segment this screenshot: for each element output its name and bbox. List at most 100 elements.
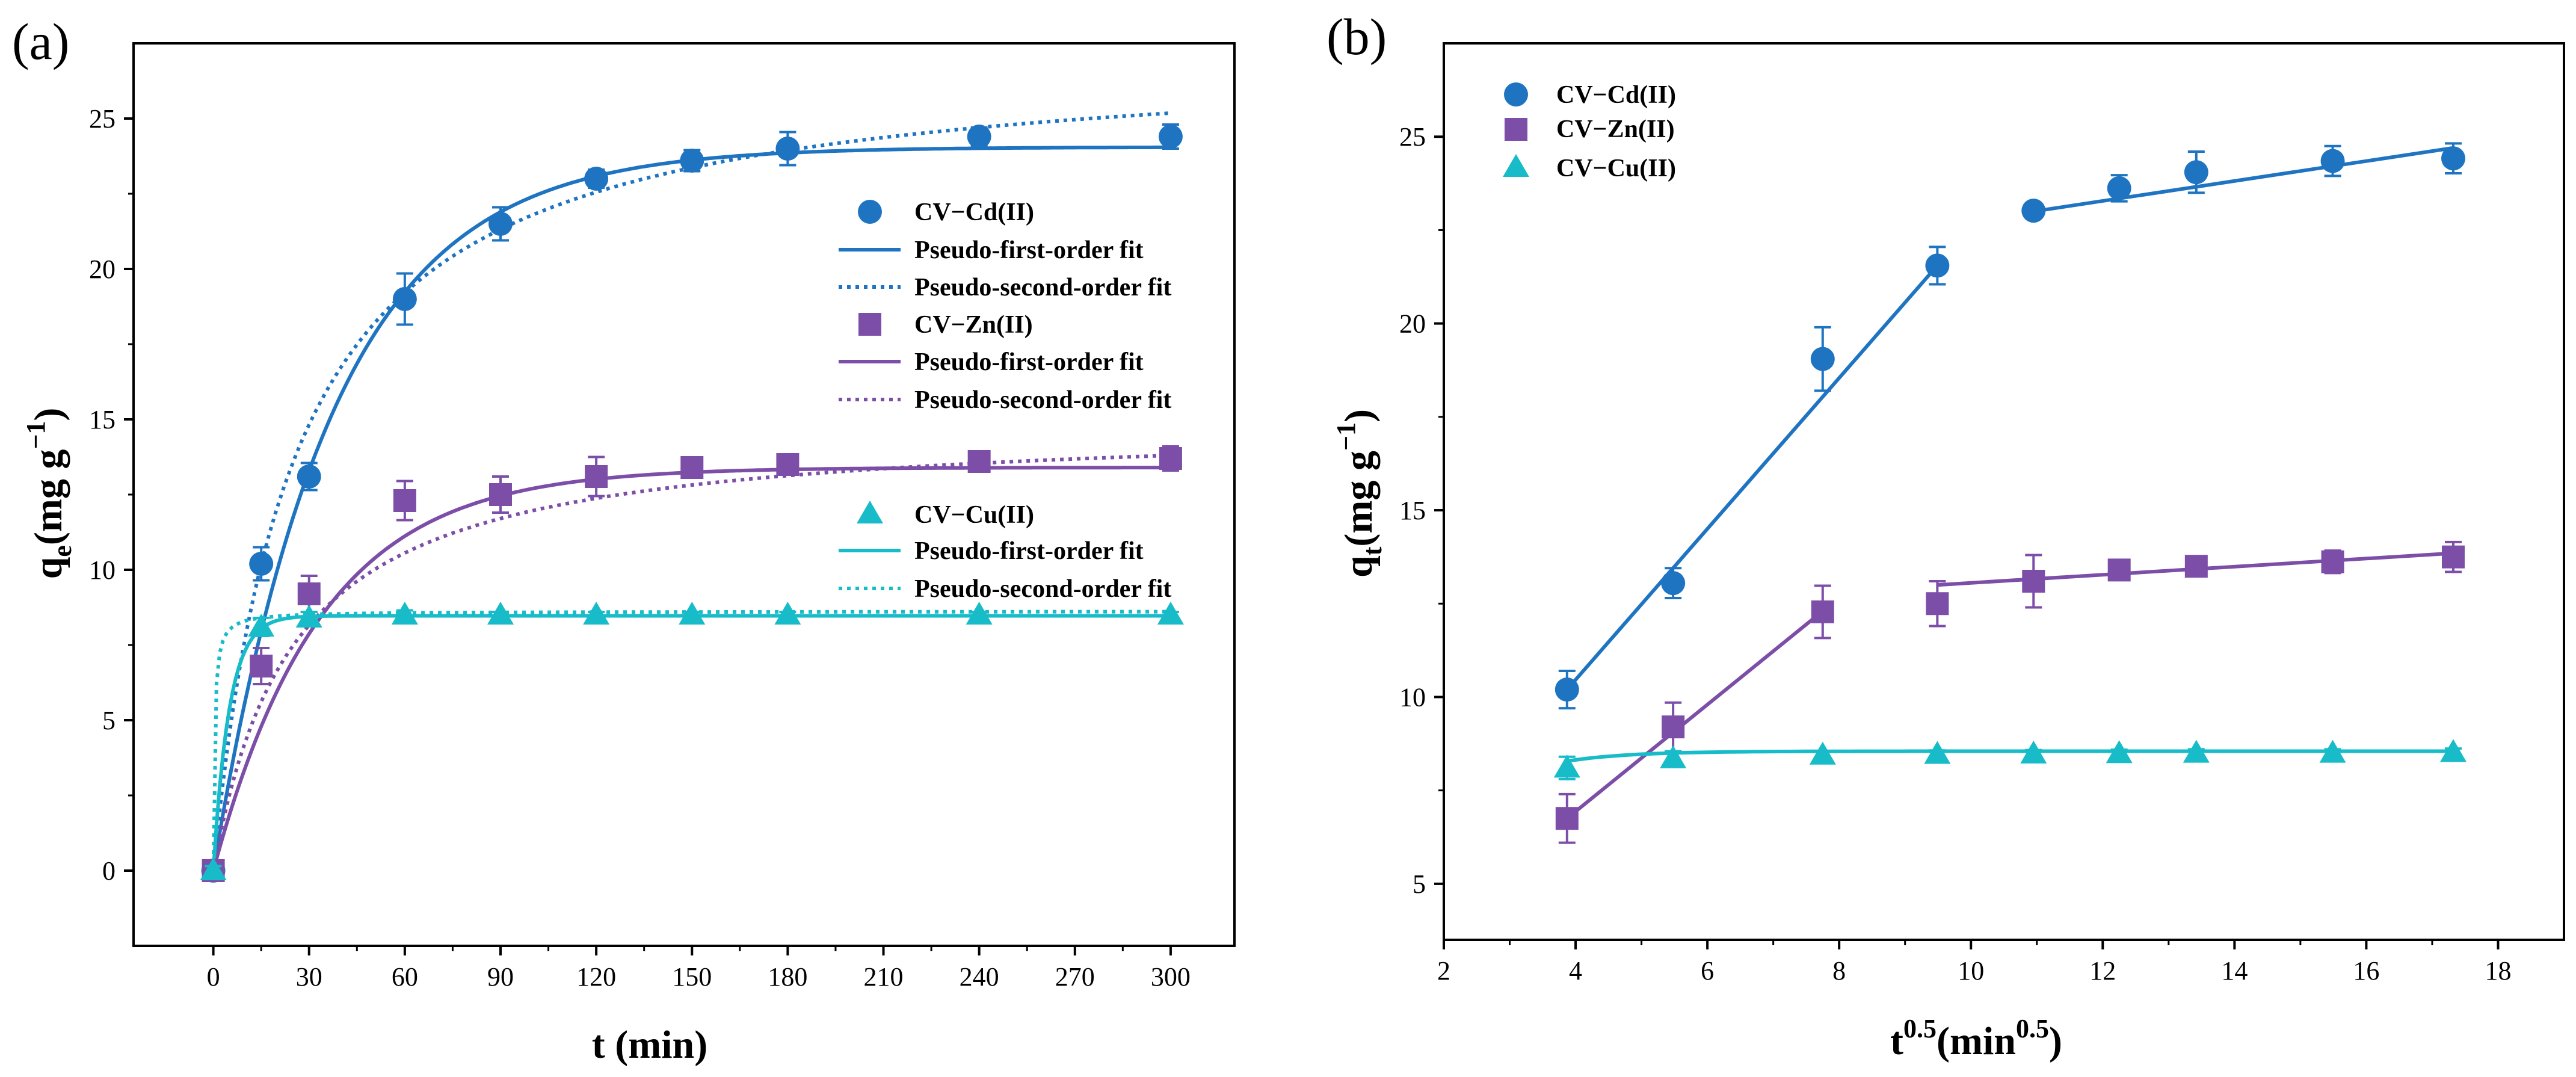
panel-b-y-tick-label: 25 <box>1399 122 1426 152</box>
panel-a-y-axis-symbol: q <box>26 557 70 579</box>
legend-a-cu-pfo-label: Pseudo-first-order fit <box>914 537 1144 565</box>
panel-a-zn-pso-fit-line <box>211 453 1171 871</box>
panel-a-y-axis: 0 5 10 15 20 25 <box>89 104 134 886</box>
panel-b-cd-point <box>1925 253 1950 278</box>
panel-b-x-tick-label: 2 <box>1437 956 1450 986</box>
legend-b-cd-marker <box>1504 82 1528 106</box>
panel-a-cd-point <box>297 464 321 489</box>
legend-b-cu-label: CV−Cu(II) <box>1556 155 1676 182</box>
panel-a-y-tick-label: 15 <box>89 405 116 434</box>
panel-b-zn-point <box>1926 592 1949 616</box>
panel-a-y-axis-subscript: e <box>48 545 77 557</box>
panel-a-zn-point <box>393 489 416 512</box>
panel-a-x-tick-label: 60 <box>392 962 418 992</box>
panel-a-cu-pfo-fit-line <box>211 614 1171 871</box>
panel-a-x-tick-label: 210 <box>864 962 904 992</box>
panel-b-cd-point <box>1555 677 1579 702</box>
legend-a-cu-label: CV−Cu(II) <box>914 501 1034 529</box>
panel-b-cd-point <box>2320 149 2345 173</box>
panel-b-cu-point <box>1660 745 1687 768</box>
panel-a-cu-point <box>391 602 418 625</box>
panel-a-cd-point <box>584 167 609 191</box>
panel-b-x-axis-close: ) <box>2049 1019 2062 1063</box>
panel-b-x-tick-label: 6 <box>1701 956 1714 986</box>
panel-a-label: (a) <box>12 13 69 70</box>
panel-a: (a) 0 30 60 90 120 150 180 210 240 270 300 0 5 10 15 2… <box>12 13 1236 1067</box>
panel-a-zn-point <box>585 465 608 488</box>
panel-b-y-axis-subscript: t <box>1358 546 1387 555</box>
panel-a-cu-point <box>583 602 610 625</box>
panel-b-cd-point <box>2021 199 2046 223</box>
panel-b-cd-point <box>2184 160 2208 185</box>
panel-a-y-tick-label: 20 <box>89 255 116 284</box>
panel-a-x-tick-label: 240 <box>960 962 999 992</box>
panel-b-x-axis-exponent: 0.5 <box>1903 1014 1937 1043</box>
panel-a-points <box>200 123 1184 883</box>
panel-b-x-tick-label: 16 <box>2353 956 2379 986</box>
panel-a-x-tick-label: 270 <box>1055 962 1095 992</box>
panel-b-label: (b) <box>1327 8 1387 66</box>
panel-a-cu-point <box>1157 602 1184 625</box>
panel-a-plot-frame <box>132 42 1236 947</box>
legend-a-zn-label: CV−Zn(II) <box>914 311 1033 339</box>
panel-a-cu-point <box>966 602 993 625</box>
panel-a-zn-point <box>967 450 991 473</box>
panel-b-zn-point <box>2107 558 2131 582</box>
panel-b-cu-point <box>1553 755 1580 778</box>
panel-a-x-tick-label: 120 <box>576 962 616 992</box>
panel-a-zn-point <box>250 655 273 677</box>
panel-a-cd-point <box>249 552 274 576</box>
panel-b-cu-point <box>2020 740 2047 764</box>
panel-b-y-tick-label: 10 <box>1399 682 1426 712</box>
panel-b-zn-fit-line-1 <box>1565 609 1824 820</box>
panel-a-cd-point <box>680 149 704 173</box>
panel-b-x-axis-symbol: t <box>1890 1019 1903 1063</box>
panel-b-x-tick-label: 10 <box>1958 956 1984 986</box>
panel-a-fit-lines <box>211 111 1171 871</box>
panel-a-y-axis-close: ) <box>26 408 70 421</box>
panel-a-zn-point <box>297 582 321 605</box>
panel-a-cu-point <box>679 602 706 625</box>
panel-a-cu-point <box>200 857 227 880</box>
panel-b-y-axis: 5 10 15 20 25 <box>1399 122 1444 899</box>
legend-a-cd-pfo-label: Pseudo-first-order fit <box>914 236 1144 264</box>
panel-b-cd-point <box>2107 176 2131 200</box>
panel-b-cu-point <box>1924 741 1951 764</box>
panel-a-cd-point <box>488 212 513 236</box>
panel-b-cd-point <box>1661 571 1686 596</box>
panel-b-cu-point <box>2106 740 2133 764</box>
panel-a-cu-pso-fit-line <box>211 609 1171 871</box>
legend-b-zn-marker <box>1505 118 1527 141</box>
panel-a-x-tick-label: 180 <box>768 962 807 992</box>
panel-b-x-axis-units: (min <box>1937 1019 2016 1063</box>
panel-b-y-axis-units: (mg g <box>1337 451 1381 546</box>
panel-b-cu-point <box>2439 739 2467 762</box>
panel-b-y-tick-label: 5 <box>1413 869 1426 899</box>
panel-b-zn-point <box>2441 545 2465 569</box>
panel-a-y-axis-title: qe(mg g−1) <box>21 408 77 579</box>
panel-a-zn-point <box>489 483 512 506</box>
panel-a-x-tick-label: 0 <box>207 962 220 992</box>
panel-b-y-tick-label: 15 <box>1399 496 1426 525</box>
legend-b-cd-label: CV−Cd(II) <box>1556 81 1676 109</box>
panel-b-zn-point <box>1662 715 1685 739</box>
panel-b-y-tick-label: 20 <box>1399 309 1426 339</box>
panel-a-y-axis-units-exponent: −1 <box>21 421 51 449</box>
panel-b-points <box>1553 142 2467 844</box>
panel-a-legend: CV−Cd(II) Pseudo-first-order fit Pseudo-… <box>839 199 1171 603</box>
panel-b-x-axis-units-exponent: 0.5 <box>2016 1014 2049 1043</box>
panel-b-x-tick-label: 18 <box>2485 956 2511 986</box>
panel-b-zn-point <box>2321 550 2344 573</box>
legend-b-cu-marker <box>1503 154 1529 177</box>
panel-a-cd-pso-fit-line <box>211 111 1171 871</box>
panel-b-zn-point <box>1555 807 1579 830</box>
panel-b-y-axis-units-exponent: −1 <box>1331 422 1361 451</box>
legend-a-zn-pso-label: Pseudo-second-order fit <box>914 386 1171 414</box>
panel-b-y-axis-close: ) <box>1337 409 1381 422</box>
panel-a-x-tick-label: 300 <box>1151 962 1191 992</box>
legend-a-zn-marker <box>858 313 881 336</box>
panel-b-x-tick-label: 14 <box>2221 956 2248 986</box>
panel-b-cu-point <box>2319 739 2346 763</box>
